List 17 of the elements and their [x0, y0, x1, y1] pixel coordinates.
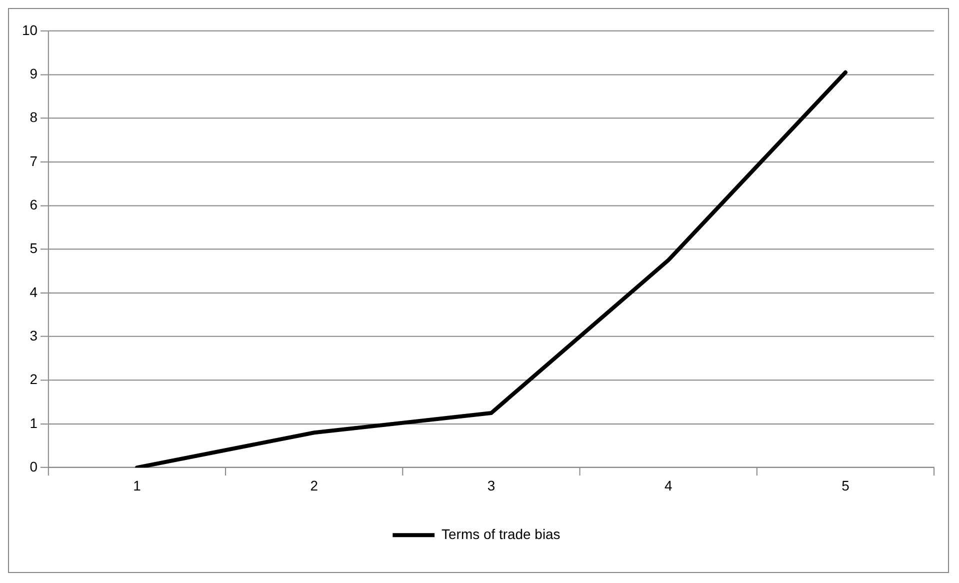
x-tick-label: 1 [133, 478, 142, 494]
x-tick-label: 5 [842, 478, 850, 494]
y-tick-label: 5 [30, 240, 38, 256]
legend-label: Terms of trade bias [442, 526, 560, 542]
y-tick-label: 3 [30, 327, 38, 344]
x-tick-label: 4 [664, 478, 672, 494]
y-tick-label: 8 [30, 109, 38, 126]
x-tick-label: 3 [487, 478, 496, 494]
y-tick-label: 6 [30, 196, 38, 212]
y-tick-label: 0 [30, 458, 38, 474]
x-tick-label: 2 [310, 478, 318, 494]
y-tick-label: 4 [30, 284, 38, 300]
y-tick-label: 1 [30, 414, 38, 431]
y-tick-label: 2 [30, 371, 38, 388]
y-tick-label: 7 [30, 152, 38, 169]
y-tick-label: 10 [22, 22, 38, 38]
y-tick-label: 9 [30, 65, 38, 82]
